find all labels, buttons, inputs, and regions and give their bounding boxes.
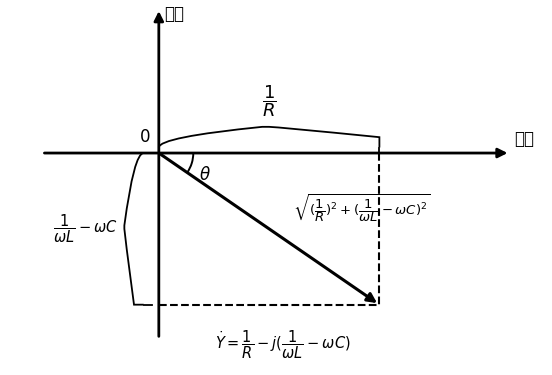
Text: 虚軸: 虚軸 xyxy=(164,5,184,23)
Text: 実軸: 実軸 xyxy=(514,130,534,148)
Text: $\dot{Y} = \dfrac{1}{R} - j(\dfrac{1}{\omega L} - \omega C)$: $\dot{Y} = \dfrac{1}{R} - j(\dfrac{1}{\o… xyxy=(215,329,351,362)
Text: $\sqrt{(\dfrac{1}{R})^2+(\dfrac{1}{\omega L}-\omega C)^2}$: $\sqrt{(\dfrac{1}{R})^2+(\dfrac{1}{\omeg… xyxy=(293,193,431,225)
Text: 0: 0 xyxy=(140,128,151,146)
Text: $\dfrac{1}{R}$: $\dfrac{1}{R}$ xyxy=(262,83,277,118)
Text: $\theta$: $\theta$ xyxy=(199,166,211,184)
Text: $\dfrac{1}{\omega L} - \omega C$: $\dfrac{1}{\omega L} - \omega C$ xyxy=(53,213,118,245)
